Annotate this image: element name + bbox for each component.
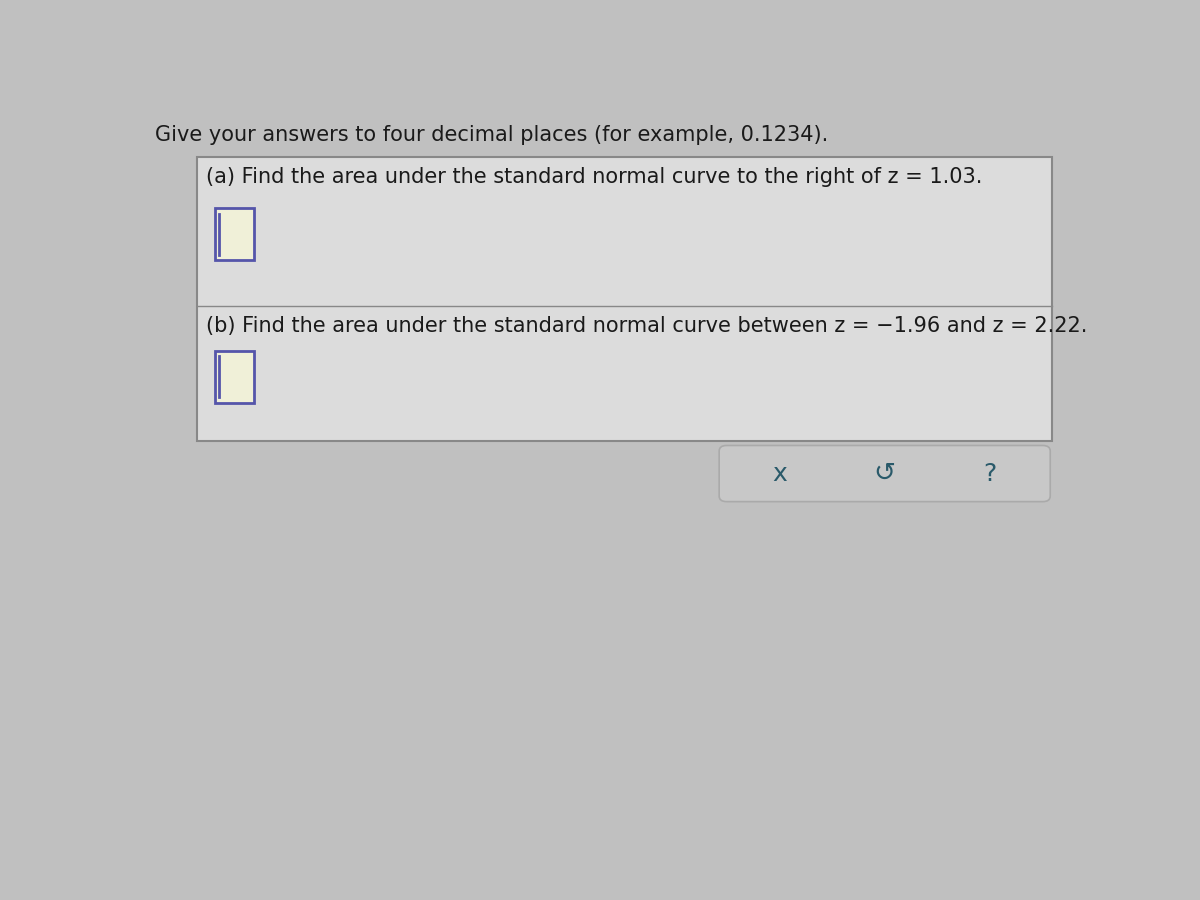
FancyBboxPatch shape	[197, 157, 1052, 441]
FancyBboxPatch shape	[215, 351, 254, 402]
Text: ↺: ↺	[874, 461, 895, 487]
Text: ?: ?	[984, 462, 997, 486]
Text: x: x	[772, 462, 787, 486]
Text: Give your answers to four decimal places (for example, 0.1234).: Give your answers to four decimal places…	[155, 125, 828, 145]
FancyBboxPatch shape	[719, 446, 1050, 501]
Text: (a) Find the area under the standard normal curve to the right of z = 1.03.: (a) Find the area under the standard nor…	[206, 166, 982, 187]
Text: (b) Find the area under the standard normal curve between z = −1.96 and z = 2.22: (b) Find the area under the standard nor…	[206, 316, 1087, 336]
FancyBboxPatch shape	[215, 209, 254, 260]
